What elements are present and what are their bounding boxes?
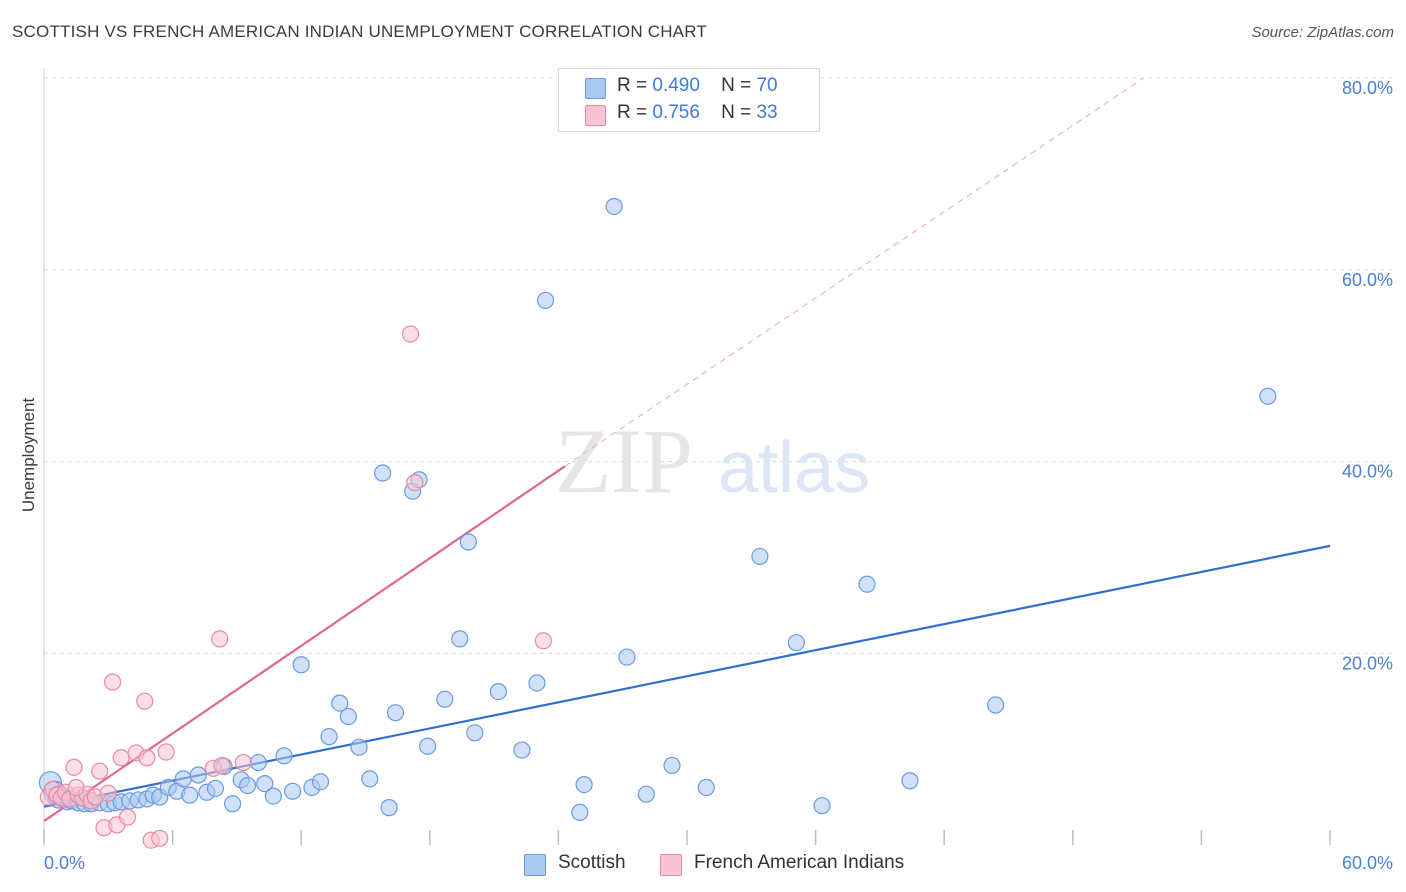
x-tick-label: 60.0% <box>1342 853 1393 873</box>
y-tick-label: 20.0% <box>1342 653 1393 673</box>
data-point-french-american-indians <box>213 756 231 775</box>
data-point-scottish <box>224 795 242 813</box>
data-point-french-american-indians <box>91 762 109 780</box>
data-point-french-american-indians <box>138 749 156 767</box>
data-point-scottish <box>787 634 805 652</box>
legend-swatch-scottish <box>585 78 606 99</box>
tick-labels: 20.0% 40.0% 60.0% 80.0% 0.0% 60.0% <box>44 78 1393 873</box>
legend-n-label: N = <box>721 102 752 123</box>
data-point-scottish <box>320 728 338 746</box>
bottom-legend-swatch-scottish <box>524 854 546 876</box>
data-point-scottish <box>451 630 469 648</box>
data-point-scottish <box>1259 387 1277 405</box>
data-point-scottish <box>575 775 593 794</box>
data-point-scottish <box>264 787 282 805</box>
legend-n-value: 33 <box>756 102 778 123</box>
data-point-scottish <box>331 694 349 712</box>
data-point-french-american-indians <box>136 692 154 710</box>
x-tick-label: 0.0% <box>44 853 85 873</box>
data-point-scottish <box>374 464 392 482</box>
data-point-french-american-indians <box>65 758 83 776</box>
data-point-scottish <box>536 291 555 310</box>
y-tick-label: 60.0% <box>1342 270 1393 290</box>
data-point-french-american-indians <box>118 808 137 826</box>
data-point-scottish <box>181 786 199 804</box>
data-point-scottish <box>174 770 192 788</box>
data-point-scottish <box>292 656 310 674</box>
legend-r-label: R = <box>617 75 648 96</box>
legend-r-value: 0.756 <box>652 102 700 123</box>
data-point-french-american-indians <box>157 743 175 761</box>
data-point-scottish <box>466 724 484 742</box>
legend: R = 0.490 N = 70 R = 0.756 N = 33 <box>558 68 820 132</box>
bottom-legend-label-scottish: Scottish <box>558 852 626 873</box>
axes <box>43 68 1331 845</box>
data-point-scottish <box>419 737 437 755</box>
data-point-french-american-indians <box>234 753 252 772</box>
data-point-french-american-indians <box>67 778 85 797</box>
legend-n-value: 70 <box>756 75 778 96</box>
watermark-zip: ZIP <box>555 410 693 512</box>
data-point-scottish <box>436 690 454 708</box>
data-point-scottish <box>386 704 405 722</box>
data-point-scottish <box>697 778 715 797</box>
data-point-scottish <box>239 776 257 795</box>
bottom-legend-label-french-american-indians: French American Indians <box>694 852 905 873</box>
legend-r-value: 0.490 <box>652 75 700 96</box>
data-point-scottish <box>571 803 589 822</box>
data-point-scottish <box>513 741 531 759</box>
data-point-scottish <box>528 674 546 692</box>
source-label: Source: ZipAtlas.com <box>1251 24 1394 41</box>
data-point-french-american-indians <box>151 829 169 847</box>
trend-line-french-american-indians-extension <box>564 77 1144 467</box>
bottom-legend-swatch-french-american-indians <box>660 854 682 876</box>
data-point-scottish <box>189 766 207 784</box>
data-point-scottish <box>901 772 919 790</box>
data-point-french-american-indians <box>112 749 130 767</box>
data-point-french-american-indians <box>401 325 420 343</box>
data-point-scottish <box>813 797 831 815</box>
data-point-scottish <box>605 197 623 216</box>
data-point-scottish <box>206 779 225 798</box>
data-point-scottish <box>284 782 302 800</box>
data-point-scottish <box>275 747 293 765</box>
data-point-scottish <box>489 682 507 701</box>
data-point-french-american-indians <box>406 473 424 492</box>
data-point-scottish <box>637 785 655 803</box>
data-points <box>38 197 1277 849</box>
trend-line-french-american-indians <box>43 465 566 822</box>
data-point-scottish <box>459 533 477 551</box>
data-point-scottish <box>339 707 357 726</box>
gridlines <box>44 77 1395 654</box>
data-point-scottish <box>361 770 379 788</box>
watermark: ZIP atlas <box>555 410 870 512</box>
data-point-scottish <box>311 773 330 791</box>
data-point-scottish <box>618 648 636 666</box>
legend-swatch-french-american-indians <box>585 105 606 126</box>
watermark-atlas: atlas <box>718 428 870 508</box>
data-point-scottish <box>350 738 368 756</box>
data-point-french-american-indians <box>534 632 552 650</box>
data-point-scottish <box>987 696 1005 714</box>
data-point-scottish <box>858 575 876 593</box>
data-point-french-american-indians <box>103 673 122 691</box>
data-point-french-american-indians <box>211 630 229 648</box>
data-point-french-american-indians <box>99 784 117 802</box>
y-tick-label: 40.0% <box>1342 462 1393 482</box>
data-point-scottish <box>249 753 267 772</box>
data-point-scottish <box>380 799 398 817</box>
data-point-scottish <box>256 775 274 793</box>
data-point-scottish <box>751 547 769 566</box>
data-point-scottish <box>663 756 681 775</box>
legend-n-label: N = <box>721 75 752 96</box>
chart-title: SCOTTISH VS FRENCH AMERICAN INDIAN UNEMP… <box>12 22 707 41</box>
y-axis-label: Unemployment <box>19 398 38 513</box>
y-tick-label: 80.0% <box>1342 78 1393 98</box>
legend-r-label: R = <box>617 102 648 123</box>
